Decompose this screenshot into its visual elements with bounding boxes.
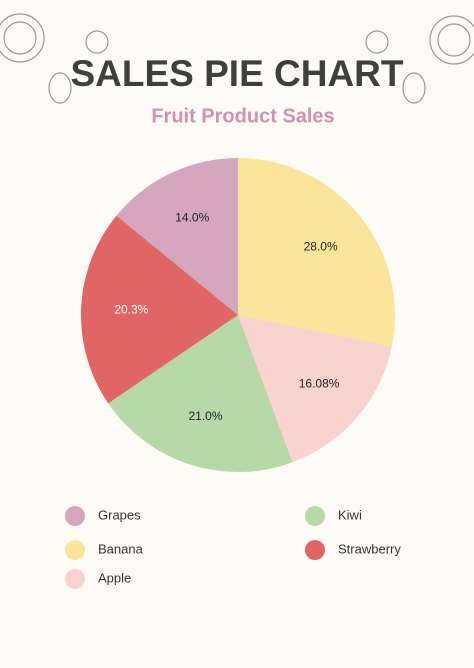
legend-swatch	[305, 506, 325, 526]
legend-swatch	[305, 540, 325, 560]
data-label: 28.0%	[304, 240, 338, 254]
legend-swatch	[65, 540, 85, 560]
legend-swatch	[65, 569, 85, 589]
data-label: 14.0%	[175, 211, 209, 225]
chart-subtitle: Fruit Product Sales	[151, 105, 334, 127]
pie-slice	[238, 315, 392, 463]
pie-slice	[116, 158, 238, 315]
legend-swatch	[65, 506, 85, 526]
pie-slice	[108, 315, 293, 472]
pie-slice	[238, 158, 395, 347]
legend-label: Strawberry	[338, 541, 401, 556]
legend-label: Kiwi	[338, 507, 362, 522]
legend-label: Apple	[98, 570, 131, 585]
pie-slice	[80, 215, 238, 404]
data-label: 20.3%	[114, 302, 148, 316]
chart-title: SALES PIE CHART	[70, 53, 403, 94]
legend-label: Banana	[98, 541, 144, 556]
decoration	[0, 13, 474, 104]
data-label: 21.0%	[189, 409, 223, 423]
data-label: 16.08%	[299, 377, 340, 391]
legend-label: Grapes	[98, 507, 141, 522]
